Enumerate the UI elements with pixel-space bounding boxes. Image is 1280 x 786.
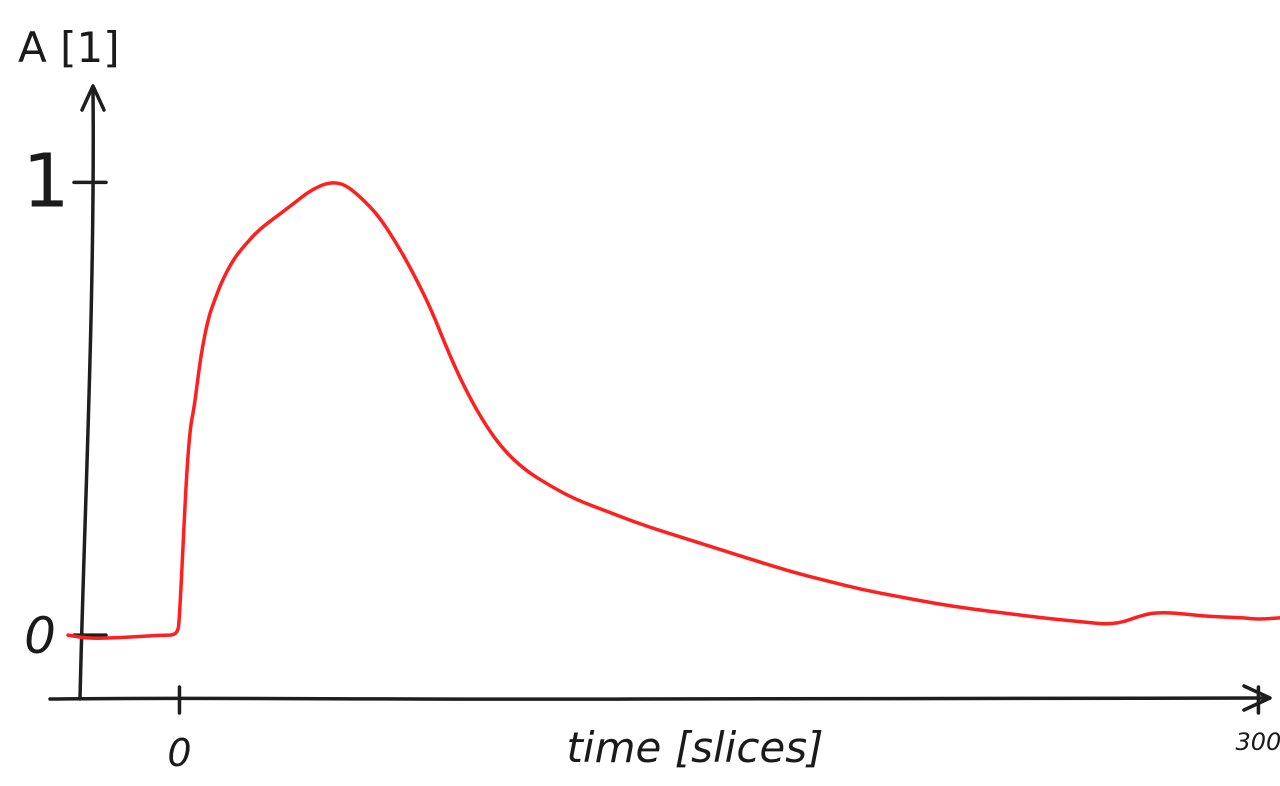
y-axis-arrowhead xyxy=(80,84,106,112)
series-line-0 xyxy=(66,181,1280,640)
series-group xyxy=(66,181,1280,640)
y-tick-label-0: 0 xyxy=(24,607,56,665)
axis-labels: A [1] time [slices] 0 300 0 1 xyxy=(18,23,1280,775)
x-axis-label: time [slices] xyxy=(566,723,823,772)
x-tick-label-1: 300 xyxy=(1236,728,1280,756)
y-axis-line xyxy=(78,86,95,701)
x-axis-line xyxy=(48,695,1268,701)
axis-ticks xyxy=(72,180,1261,715)
y-tick-label-1: 1 xyxy=(22,138,69,224)
y-axis-label: A [1] xyxy=(18,23,120,72)
x-axis-arrowhead xyxy=(1242,684,1272,712)
x-tick-label-0: 0 xyxy=(167,731,191,775)
